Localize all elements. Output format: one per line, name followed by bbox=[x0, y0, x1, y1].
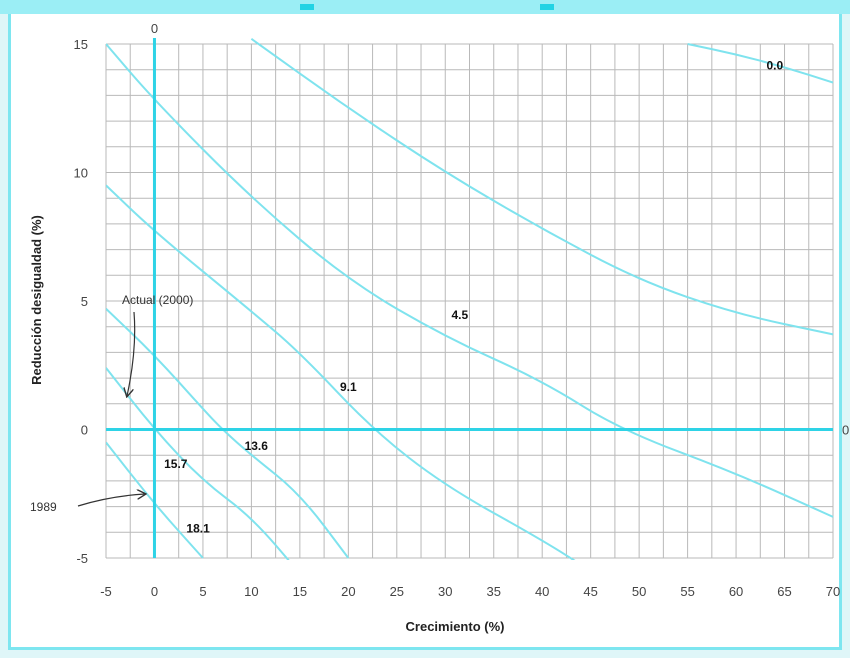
annotations: Actual (2000) 1989 bbox=[30, 293, 193, 514]
y-axis-title: Reducción desigualdad (%) bbox=[29, 215, 44, 385]
x-axis-title: Crecimiento (%) bbox=[406, 619, 505, 634]
y-tick-label: 15 bbox=[74, 37, 88, 52]
x-tick-label: 50 bbox=[632, 584, 646, 599]
curve-label: 18.1 bbox=[186, 521, 210, 535]
curve-label: 4.5 bbox=[451, 308, 468, 322]
zero-label-top: 0 bbox=[151, 21, 158, 36]
series-line bbox=[106, 184, 576, 560]
x-tick-label: 60 bbox=[729, 584, 743, 599]
annotation-text: 1989 bbox=[30, 500, 57, 514]
grid bbox=[105, 43, 834, 559]
curve-label: 9.1 bbox=[340, 380, 357, 394]
x-tick-label: 20 bbox=[341, 584, 355, 599]
x-tick-label: 40 bbox=[535, 584, 549, 599]
curve-label: 0.0 bbox=[766, 59, 783, 73]
zero-label-right: 0 bbox=[842, 423, 849, 438]
x-tick-label: 5 bbox=[199, 584, 206, 599]
x-tick-label: 10 bbox=[244, 584, 258, 599]
curves bbox=[106, 38, 834, 560]
x-tick-label: 0 bbox=[151, 584, 158, 599]
curve-label: 13.6 bbox=[245, 439, 269, 453]
top-decoration bbox=[540, 4, 554, 10]
series-line bbox=[687, 43, 834, 84]
chart-frame bbox=[8, 14, 842, 650]
x-tick-label: 65 bbox=[777, 584, 791, 599]
x-tick-label: 15 bbox=[293, 584, 307, 599]
x-tick-label: 45 bbox=[583, 584, 597, 599]
annotation-arrow bbox=[77, 494, 145, 507]
x-tick-label: -5 bbox=[100, 584, 112, 599]
series-line bbox=[106, 441, 204, 559]
tick-labels: -5 0 5 10 15 20 25 30 35 40 45 50 55 60 65 70 -5 0 5 10 15 0 0 bbox=[74, 21, 850, 599]
annotation-text: Actual (2000) bbox=[122, 293, 193, 307]
top-border-band bbox=[0, 0, 850, 14]
series-line bbox=[250, 38, 834, 336]
series-line bbox=[106, 43, 834, 518]
y-tick-label: -5 bbox=[76, 551, 88, 566]
top-decoration bbox=[300, 4, 314, 10]
y-tick-label: 0 bbox=[81, 423, 88, 438]
x-tick-label: 25 bbox=[390, 584, 404, 599]
x-tick-label: 70 bbox=[826, 584, 840, 599]
y-tick-label: 10 bbox=[74, 166, 88, 181]
curve-labels: 0.0 4.5 9.1 13.6 15.7 18.1 bbox=[164, 59, 783, 536]
annotation-arrow bbox=[127, 311, 136, 396]
zero-axes bbox=[106, 38, 833, 558]
x-tick-label: 30 bbox=[438, 584, 452, 599]
y-tick-label: 5 bbox=[81, 294, 88, 309]
x-tick-label: 55 bbox=[680, 584, 694, 599]
series-line bbox=[106, 367, 290, 560]
series-line bbox=[106, 307, 350, 559]
curve-label: 15.7 bbox=[164, 457, 188, 471]
x-tick-label: 35 bbox=[486, 584, 500, 599]
